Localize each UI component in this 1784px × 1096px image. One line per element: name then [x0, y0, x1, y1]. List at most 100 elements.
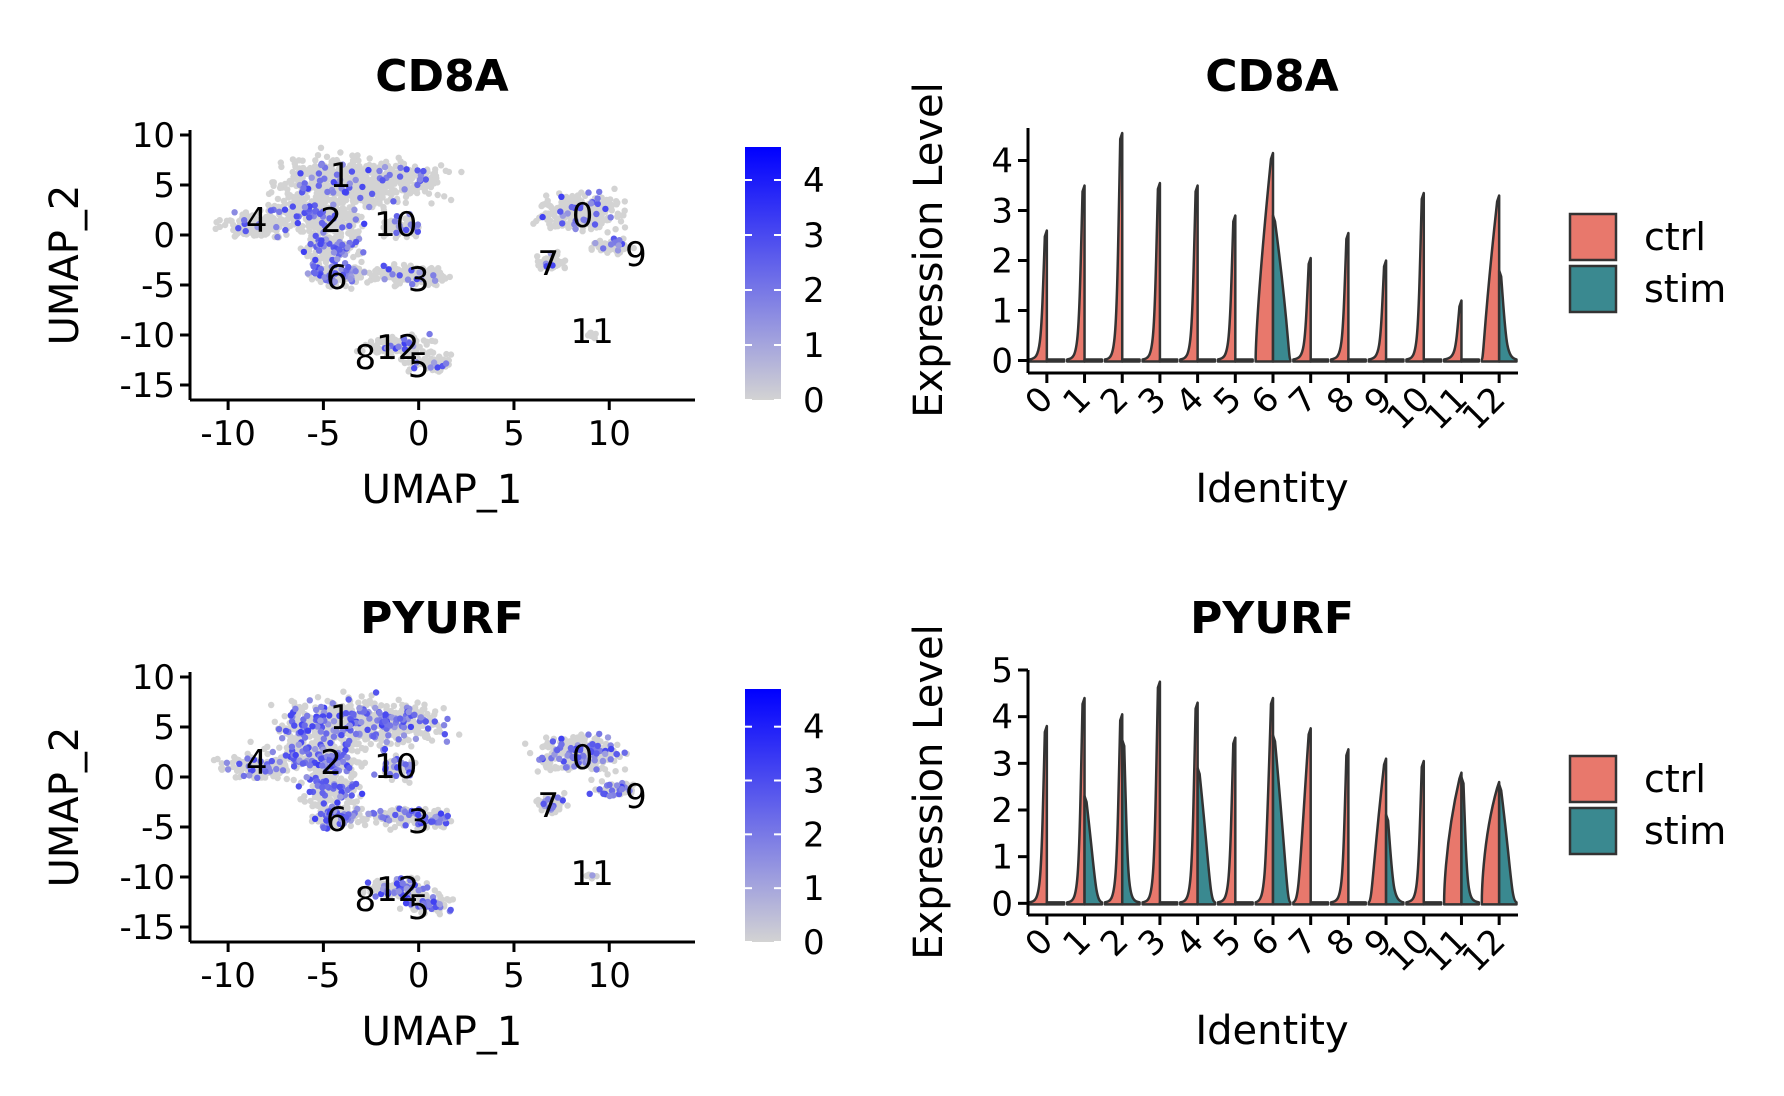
cell-point [613, 751, 620, 758]
cell-point [389, 189, 397, 196]
color-scale-label: 1 [803, 869, 825, 909]
cell-point [443, 738, 451, 745]
cell-point [396, 173, 404, 180]
cell-point [424, 710, 431, 718]
cell-point [327, 162, 334, 170]
cell-point [310, 269, 318, 276]
y-tick-label: 4 [991, 698, 1013, 738]
x-tick-label: 6 [1244, 921, 1288, 965]
cell-point [350, 184, 358, 191]
cell-point [306, 788, 313, 796]
cell-point [381, 717, 389, 725]
cell-point [363, 173, 370, 180]
cluster-label: 0 [572, 738, 594, 778]
cell-point [223, 759, 231, 766]
cell-point [412, 735, 420, 743]
violin-stim [1120, 738, 1141, 906]
violin-stim [1460, 358, 1481, 363]
cell-point [428, 264, 435, 272]
cell-point [354, 748, 361, 755]
cell-point [543, 192, 550, 199]
cell-point [282, 752, 290, 759]
cell-point [352, 730, 360, 738]
cell-point [352, 268, 359, 275]
y-axis-title: Expression Level [906, 82, 952, 417]
cell-point [292, 751, 299, 759]
cell-point [446, 897, 453, 904]
x-tick-label: 12 [1455, 921, 1514, 980]
cell-point [401, 186, 408, 193]
y-tick-label: 4 [991, 142, 1013, 182]
cluster-label: 1 [330, 156, 352, 196]
cell-point [621, 766, 629, 773]
cell-point [424, 725, 432, 732]
cell-point [290, 173, 297, 181]
cell-point [402, 199, 409, 206]
color-scale-label: 3 [803, 216, 825, 256]
violin-ctrl [1292, 256, 1312, 363]
cell-point [599, 757, 607, 765]
cell-point [607, 241, 615, 248]
cell-point [274, 195, 282, 203]
cluster-label: 2 [320, 201, 342, 241]
cell-point [422, 176, 429, 183]
cell-point [344, 754, 351, 761]
cell-point [292, 196, 299, 203]
cell-point [294, 219, 301, 227]
cell-point [395, 696, 402, 703]
cell-point [421, 185, 428, 193]
cell-point [300, 248, 308, 256]
violin-ctrl [1065, 696, 1086, 906]
x-tick-label: 10 [588, 956, 631, 996]
cell-point [343, 171, 350, 179]
cell-point [403, 233, 410, 241]
cell-point [337, 793, 344, 800]
cell-point [306, 697, 313, 704]
violin-stim [1196, 358, 1217, 363]
cell-point [291, 722, 298, 729]
cluster-label: 10 [374, 747, 417, 787]
cell-point [312, 193, 320, 201]
cell-point [289, 156, 297, 163]
cell-point [447, 906, 454, 914]
legend-label: stim [1644, 809, 1726, 853]
cell-point [236, 760, 243, 767]
cell-point [380, 207, 388, 214]
cell-point [346, 210, 353, 217]
legend-key-ctrl [1568, 212, 1618, 262]
cell-point [352, 176, 359, 184]
cell-point [558, 735, 565, 742]
cell-point [396, 709, 403, 717]
cluster-label: 6 [326, 258, 348, 298]
umap-points [212, 144, 637, 375]
cell-point [302, 703, 309, 710]
cell-point [336, 783, 343, 791]
cell-point [284, 186, 291, 193]
x-tick-label: 6 [1244, 379, 1288, 423]
violin-ctrl [1179, 701, 1199, 906]
cell-point [292, 705, 299, 712]
cell-point [297, 170, 304, 177]
cell-point [600, 245, 607, 252]
cell-point [534, 768, 541, 775]
violin-stim [1309, 901, 1330, 906]
cell-point [458, 168, 465, 176]
cell-point [394, 729, 402, 736]
umap-title: CD8A [375, 51, 508, 102]
violin-stim [1083, 358, 1104, 363]
cell-point [593, 750, 600, 757]
violin-stim [1045, 901, 1066, 906]
cell-point [308, 232, 315, 240]
cell-point [269, 748, 276, 756]
cell-point [346, 222, 353, 230]
cell-point [396, 272, 403, 279]
cell-point [431, 338, 439, 345]
cell-point [280, 197, 287, 205]
cell-point [317, 810, 325, 818]
cell-point [304, 727, 312, 734]
cell-point [397, 815, 405, 822]
cell-point [446, 273, 453, 281]
cell-point [224, 766, 232, 773]
